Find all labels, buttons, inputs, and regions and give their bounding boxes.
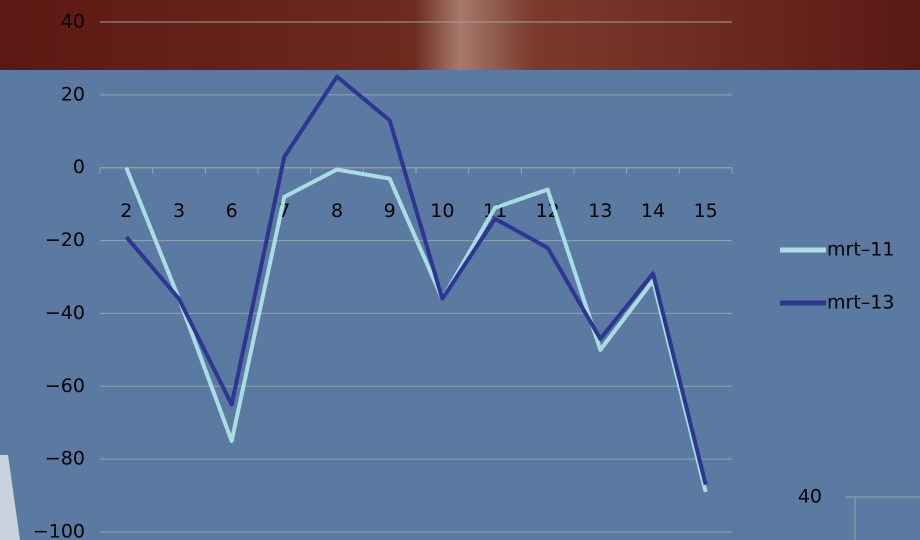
x-tick-label: 8 <box>331 200 343 222</box>
y-tick-label: 20 <box>61 83 85 105</box>
series-line <box>124 74 708 486</box>
x-tick-label: 3 <box>173 200 185 222</box>
legend-label: mrt–11 <box>827 239 894 261</box>
x-tick-label: 6 <box>226 200 238 222</box>
series-line <box>124 166 708 493</box>
y-tick-label: 40 <box>798 486 822 508</box>
x-tick-label: 13 <box>588 200 612 222</box>
decoration <box>0 455 20 540</box>
y-tick-label: −40 <box>45 302 85 324</box>
x-tick-label: 2 <box>120 200 132 222</box>
y-tick-label: 40 <box>61 11 85 33</box>
header-band <box>0 0 920 70</box>
x-tick-label: 9 <box>384 200 396 222</box>
y-tick-label: −60 <box>45 375 85 397</box>
x-tick-label: 14 <box>641 200 665 222</box>
y-tick-label: −100 <box>33 521 85 540</box>
x-tick-label: 10 <box>430 200 454 222</box>
y-tick-label: −20 <box>45 229 85 251</box>
legend-label: mrt–13 <box>827 292 894 314</box>
x-tick-label: 15 <box>694 200 718 222</box>
y-tick-label: 0 <box>73 156 85 178</box>
y-tick-label: −80 <box>45 448 85 470</box>
